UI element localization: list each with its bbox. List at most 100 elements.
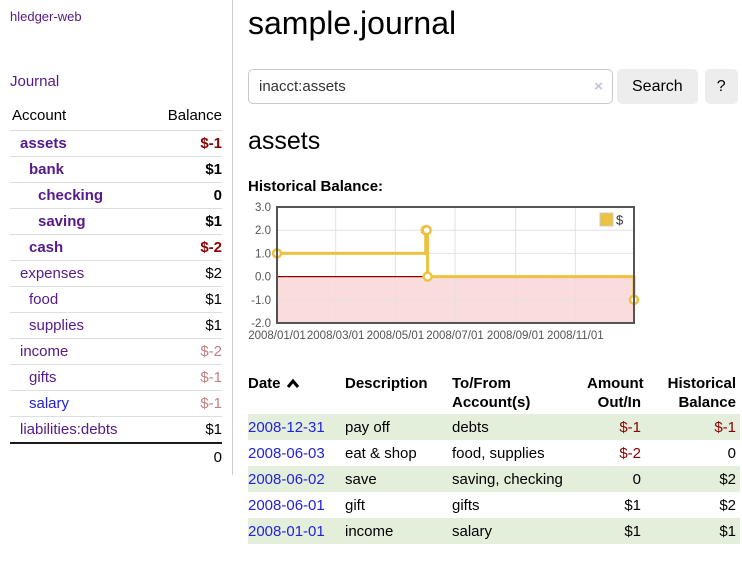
sidebar-account-link[interactable]: salary bbox=[29, 395, 70, 412]
x-axis-tick-label: 2008/11/01 bbox=[547, 330, 604, 342]
transaction-row: 2008-01-01 income salary $1 $1 bbox=[248, 518, 740, 544]
transaction-date-link[interactable]: 2008-06-03 bbox=[248, 445, 325, 462]
account-name-cell: checking bbox=[10, 182, 150, 209]
account-name-cell: expenses bbox=[10, 260, 150, 287]
transaction-row: 2008-06-02 save saving, checking 0 $2 bbox=[248, 466, 740, 492]
x-axis-tick-label: 2008/07/01 bbox=[426, 330, 484, 342]
accounts-text: gifts bbox=[452, 497, 480, 514]
account-name-cell: food bbox=[10, 286, 150, 313]
sidebar-account-link[interactable]: income bbox=[20, 343, 69, 360]
account-name-cell: supplies bbox=[10, 312, 150, 339]
search-input[interactable] bbox=[248, 69, 613, 104]
amount-cell: 0 bbox=[632, 471, 641, 488]
date-cell: 2008-06-02 bbox=[248, 466, 345, 492]
account-name-cell: liabilities:debts bbox=[10, 416, 150, 443]
transaction-date-link[interactable]: 2008-06-02 bbox=[248, 471, 325, 488]
accounts-cell: saving, checking bbox=[452, 466, 587, 492]
account-column-header: Account bbox=[12, 107, 67, 124]
search-form: × Search ? bbox=[248, 69, 740, 104]
account-heading: assets bbox=[248, 127, 321, 155]
account-name-cell: bank bbox=[10, 156, 150, 183]
account-name-cell: saving bbox=[10, 208, 150, 235]
column-header-amount: Amount Out/In bbox=[587, 372, 645, 414]
register-table-body: 2008-12-31 pay off debts $-1 $-1 2008-06-03 ea… bbox=[248, 414, 740, 544]
transaction-row: 2008-12-31 pay off debts $-1 $-1 bbox=[248, 414, 740, 440]
account-balance: $-2 bbox=[149, 234, 222, 261]
register-table: Date Description To/From Account(s) Amount Ou… bbox=[248, 372, 740, 544]
account-balance: $2 bbox=[149, 260, 222, 287]
sidebar-account-link[interactable]: checking bbox=[38, 187, 104, 204]
page-title: sample.journal bbox=[248, 5, 457, 41]
y-axis-tick-label: -1.0 bbox=[251, 295, 271, 307]
column-header-line: Date bbox=[248, 374, 345, 393]
x-axis-tick-label: 2008/05/01 bbox=[367, 330, 425, 342]
y-axis-tick-label: 2.0 bbox=[255, 225, 271, 237]
register-header-row: Date Description To/From Account(s) Amount Ou… bbox=[248, 372, 740, 414]
account-balance: $1 bbox=[149, 312, 222, 339]
sidebar-account-link[interactable]: cash bbox=[29, 239, 64, 256]
app-title-link[interactable]: hledger-web bbox=[10, 9, 82, 24]
date-cell: 2008-01-01 bbox=[248, 518, 345, 544]
account-rows: assets $-1 bank $1 checking 0 saving $1 cash $-2 e… bbox=[10, 130, 222, 443]
account-balance: $-1 bbox=[149, 390, 222, 417]
account-row: salary $-1 bbox=[10, 390, 222, 417]
y-axis-tick-label: -2.0 bbox=[251, 318, 271, 330]
amount-cell: $1 bbox=[624, 523, 641, 540]
sidebar-account-link[interactable]: saving bbox=[38, 213, 86, 230]
column-header-description: Description bbox=[345, 372, 452, 414]
description-cell: income bbox=[345, 523, 394, 540]
account-row: expenses $2 bbox=[10, 260, 222, 287]
x-axis-tick-label: 2008/01/01 bbox=[248, 330, 306, 342]
account-balance: $1 bbox=[149, 286, 222, 313]
column-header-line: Amount bbox=[587, 375, 644, 392]
account-balance: $1 bbox=[149, 208, 222, 235]
sidebar-account-link[interactable]: supplies bbox=[29, 317, 85, 334]
sidebar-account-link[interactable]: expenses bbox=[20, 265, 85, 282]
sidebar-account-link[interactable]: liabilities:debts bbox=[20, 421, 118, 438]
transaction-date-link[interactable]: 2008-06-01 bbox=[248, 497, 325, 514]
accounts-text: saving, checking bbox=[452, 471, 563, 488]
transaction-date-link[interactable]: 2008-01-01 bbox=[248, 523, 325, 540]
transaction-row: 2008-06-03 eat & shop food, supplies $-2 0 bbox=[248, 440, 740, 466]
description-cell: save bbox=[345, 471, 377, 488]
account-row: gifts $-1 bbox=[10, 364, 222, 391]
clear-search-icon[interactable]: × bbox=[594, 78, 603, 95]
accounts-cell: salary bbox=[452, 518, 587, 544]
chart-title: Historical Balance: bbox=[248, 178, 384, 195]
sidebar-account-link[interactable]: assets bbox=[20, 135, 67, 152]
sidebar-account-link[interactable]: gifts bbox=[29, 369, 57, 386]
account-row: liabilities:debts $1 bbox=[10, 416, 222, 443]
account-row: income $-2 bbox=[10, 338, 222, 365]
sidebar-account-link[interactable]: bank bbox=[29, 161, 65, 178]
account-row: food $1 bbox=[10, 286, 222, 313]
account-balance: $-1 bbox=[149, 130, 222, 157]
main-content: sample.journal × Search ? assets Histori… bbox=[233, 0, 742, 544]
account-row: checking 0 bbox=[10, 182, 222, 209]
balance-column-header: Balance bbox=[167, 107, 222, 124]
data-point-marker bbox=[421, 224, 432, 236]
accounts-text: debts bbox=[452, 419, 489, 436]
total-row-spacer bbox=[10, 442, 150, 469]
amount-cell: $-1 bbox=[619, 419, 641, 436]
sort-ascending-icon bbox=[286, 378, 299, 388]
accounts-cell: food, supplies bbox=[452, 440, 587, 466]
search-input-wrap: × bbox=[248, 69, 613, 104]
column-header-date: Date bbox=[248, 372, 345, 414]
balance-cell: $2 bbox=[719, 471, 736, 488]
accounts-balance-table: Account Balance assets $-1 bank $1 checking 0… bbox=[10, 105, 222, 469]
search-button[interactable]: Search bbox=[617, 69, 698, 104]
column-header-line: Out/In bbox=[597, 394, 641, 411]
help-button[interactable]: ? bbox=[704, 69, 738, 104]
account-balance: $-2 bbox=[149, 338, 222, 365]
account-balance: 0 bbox=[149, 182, 222, 209]
account-row: bank $1 bbox=[10, 156, 222, 183]
transaction-date-link[interactable]: 2008-12-31 bbox=[248, 419, 325, 436]
column-header-line: Account(s) bbox=[452, 394, 531, 411]
app: hledger-web Journal Account Balance asse… bbox=[10, 0, 742, 544]
column-header-line: Historical bbox=[667, 375, 736, 392]
sidebar-account-link[interactable]: food bbox=[29, 291, 59, 308]
journal-nav-link[interactable]: Journal bbox=[10, 73, 60, 90]
column-header-historical: Historical Balance bbox=[645, 372, 740, 414]
legend-label: $ bbox=[616, 213, 624, 228]
balance-cell: $-1 bbox=[714, 419, 736, 436]
